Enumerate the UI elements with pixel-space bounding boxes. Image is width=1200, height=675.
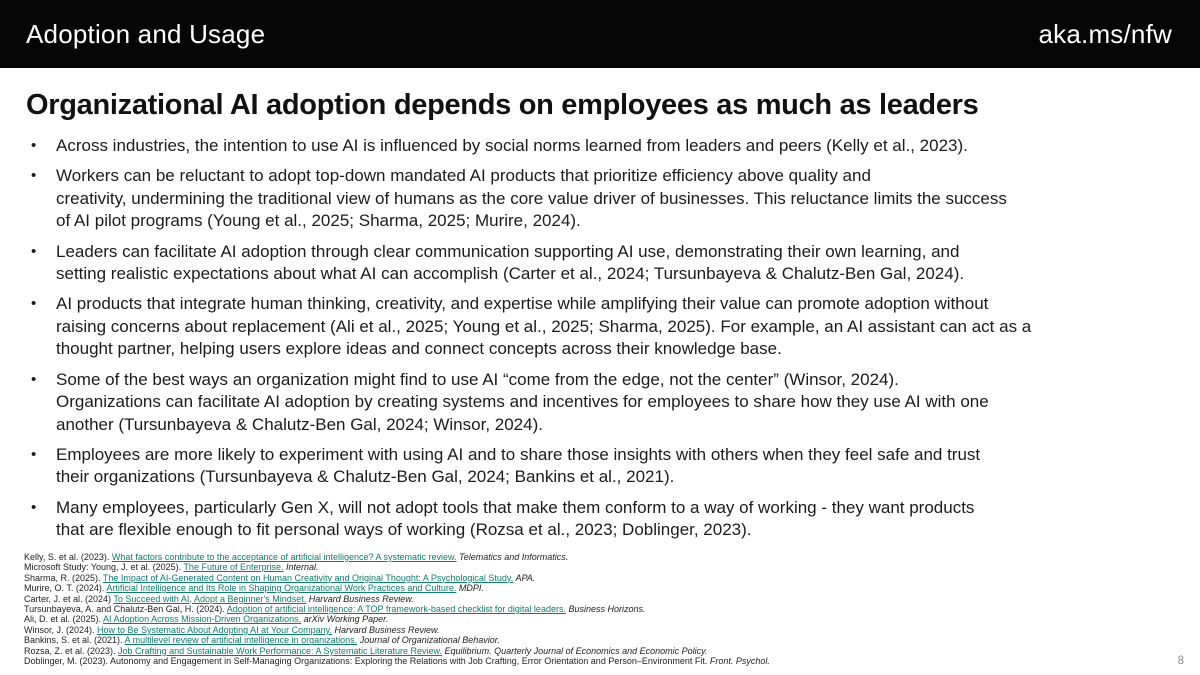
ref-title-link[interactable]: The Future of Enterprise.	[183, 562, 284, 573]
ref-journal: Telematics and Informatics.	[456, 551, 569, 562]
ref-title-link[interactable]: To Succeed with AI, Adopt a Beginner's M…	[113, 593, 307, 604]
ref-citation-text: Kelly, S. et al. (2023).	[24, 551, 112, 562]
ref-citation-text: Winsor, J. (2024).	[24, 624, 98, 635]
ref-journal: Front. Psychol.	[709, 656, 770, 667]
bullet-list: Across industries, the intention to use …	[24, 135, 1180, 542]
section-title: Adoption and Usage	[26, 18, 266, 49]
ref-title-link[interactable]: The Impact of AI-Generated Content on Hu…	[102, 572, 514, 583]
ref-title-link[interactable]: A multilevel review of artificial intell…	[124, 635, 358, 646]
bullet-item: Some of the best ways an organization mi…	[24, 369, 1180, 436]
references: Kelly, S. et al. (2023). What factors co…	[24, 552, 1180, 667]
reference-item: Microsoft Study: Young, J. et al. (2025)…	[24, 562, 1180, 572]
ref-journal: Equilibrium. Quarterly Journal of Econom…	[442, 645, 708, 656]
ref-citation-text: Rozsa, Z. et al. (2023).	[24, 645, 119, 656]
ref-citation-text: Carter, J. et al. (2024)	[24, 593, 114, 604]
ref-title-link[interactable]: What factors contribute to the acceptanc…	[111, 551, 457, 562]
page-number: 8	[1177, 655, 1184, 667]
ref-title-link[interactable]: Job Crafting and Sustainable Work Perfor…	[118, 645, 443, 656]
ref-title-link[interactable]: AI Adoption Across Mission-Driven Organi…	[103, 614, 302, 625]
ref-journal: arXiv Working Paper.	[301, 614, 389, 625]
header-bar: Adoption and Usage aka.ms/nfw	[0, 0, 1200, 68]
ref-title-link[interactable]: Artificial Intelligence and Its Role in …	[106, 583, 457, 594]
reference-item: Ali, D. et al. (2025). AI Adoption Acros…	[24, 614, 1180, 624]
ref-title-link[interactable]: Adoption of artificial intelligence: A T…	[226, 603, 566, 614]
ref-journal: Harvard Business Review.	[332, 624, 440, 635]
reference-item: Rozsa, Z. et al. (2023). Job Crafting an…	[24, 646, 1180, 656]
ref-journal: Journal of Organizational Behavior.	[357, 635, 500, 646]
bullet-item: Across industries, the intention to use …	[24, 135, 1180, 157]
ref-citation-text: Microsoft Study: Young, J. et al. (2025)…	[24, 562, 184, 573]
slide-title: Organizational AI adoption depends on em…	[26, 89, 979, 121]
bullet-item: AI products that integrate human thinkin…	[24, 293, 1180, 360]
bullet-item: Workers can be reluctant to adopt top-do…	[24, 165, 1180, 232]
bullet-item: Many employees, particularly Gen X, will…	[24, 497, 1180, 542]
reference-item: Sharma, R. (2025). The Impact of AI-Gene…	[24, 573, 1180, 583]
ref-journal: Business Horizons.	[565, 603, 646, 614]
ref-citation-text: Sharma, R. (2025).	[24, 572, 103, 583]
bullet-item: Leaders can facilitate AI adoption throu…	[24, 241, 1180, 286]
ref-citation-text: Murire, O. T. (2024).	[24, 583, 107, 594]
reference-item: Tursunbayeva, A. and Chalutz-Ben Gal, H.…	[24, 604, 1180, 614]
ref-citation-text: Ali, D. et al. (2025).	[24, 614, 104, 625]
slide-content: Organizational AI adoption depends on em…	[0, 68, 1200, 667]
ref-citation-text: Doblinger, M. (2023). Autonomy and Engag…	[24, 656, 710, 667]
header-short-link: aka.ms/nfw	[1038, 18, 1172, 49]
reference-item: Murire, O. T. (2024). Artificial Intelli…	[24, 583, 1180, 593]
reference-item: Carter, J. et al. (2024) To Succeed with…	[24, 594, 1180, 604]
bullet-item: Employees are more likely to experiment …	[24, 444, 1180, 489]
ref-journal: Harvard Business Review.	[306, 593, 414, 604]
reference-item: Kelly, S. et al. (2023). What factors co…	[24, 552, 1180, 562]
reference-item: Bankins, S. et al. (2021). A multilevel …	[24, 635, 1180, 645]
reference-item: Winsor, J. (2024). How to Be Systematic …	[24, 625, 1180, 635]
ref-title-link[interactable]: How to Be Systematic About Adopting AI a…	[97, 624, 333, 635]
ref-journal: MDPI.	[456, 583, 484, 594]
ref-citation-text: Bankins, S. et al. (2021).	[24, 635, 125, 646]
ref-journal: APA.	[513, 572, 536, 583]
reference-item: Doblinger, M. (2023). Autonomy and Engag…	[24, 656, 1180, 666]
ref-citation-text: Tursunbayeva, A. and Chalutz-Ben Gal, H.…	[24, 603, 227, 614]
ref-journal: Internal.	[283, 562, 319, 573]
